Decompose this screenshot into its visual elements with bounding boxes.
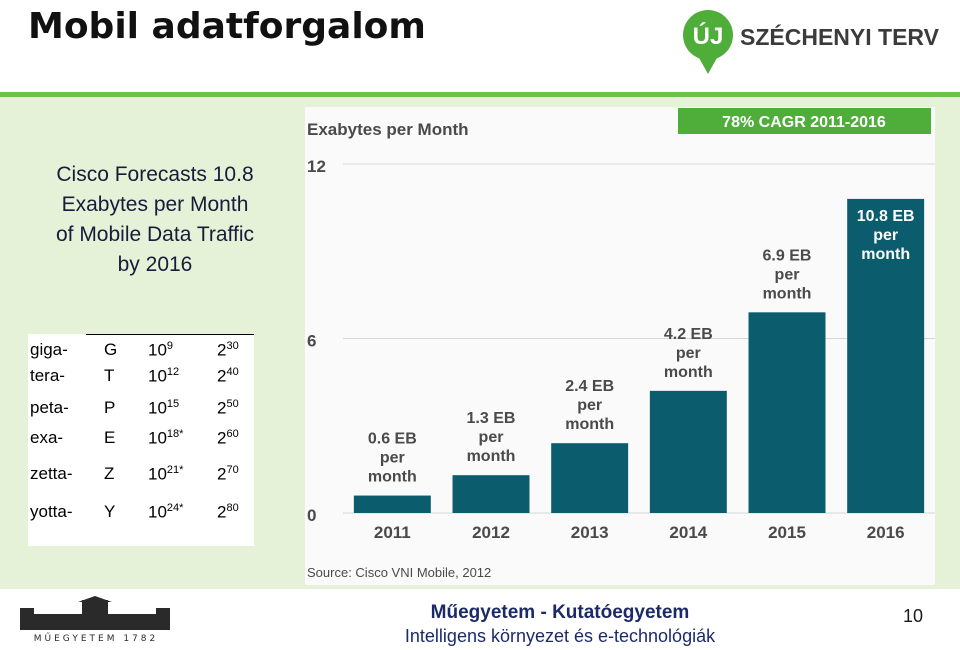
- university-logo: MŰEGYETEM 1782: [20, 596, 170, 644]
- university-logo-text: MŰEGYETEM 1782: [34, 633, 158, 644]
- building-tower: [82, 600, 108, 616]
- caption-line: by 2016: [117, 253, 193, 276]
- building-wing-right: [156, 608, 170, 616]
- chart-title: Exabytes per Month: [307, 120, 469, 139]
- bar-data-label: 2.4 EB: [565, 378, 614, 395]
- decimal-value: 1015: [148, 398, 180, 418]
- chart-source: Source: Cisco VNI Mobile, 2012: [307, 565, 491, 580]
- bar-data-label: month: [861, 246, 910, 263]
- caption-line: of Mobile Data Traffic: [55, 223, 255, 246]
- bar-data-label: month: [664, 364, 713, 381]
- bar-data-label: 4.2 EB: [664, 326, 713, 343]
- bar-data-label: per: [676, 345, 701, 362]
- binary-value: 230: [217, 340, 239, 360]
- decimal-value: 1018*: [148, 428, 184, 448]
- cagr-badge-text: 78% CAGR 2011-2016: [722, 114, 886, 131]
- logo-badge-text: ÚJ: [693, 22, 724, 50]
- caption-line: Cisco Forecasts 10.8: [56, 163, 254, 186]
- table-row: zetta- Z 1021* 270: [28, 464, 254, 488]
- y-tick-label: 0: [307, 506, 316, 525]
- szechenyi-terv-logo: ÚJ SZÉCHENYI TERV: [683, 10, 940, 74]
- prefix-name: yotta-: [30, 502, 73, 521]
- table-row: peta- P 1015 250: [28, 398, 254, 422]
- caption: Cisco Forecasts 10.8 Exabytes per Month …: [20, 160, 290, 280]
- decimal-value: 1012: [148, 366, 180, 386]
- bar-data-label: 0.6 EB: [368, 431, 417, 448]
- table-row: yotta- Y 1024* 280: [28, 502, 254, 526]
- bar-2015: [748, 312, 826, 513]
- logo-text: SZÉCHENYI TERV: [740, 23, 940, 50]
- binary-value: 280: [217, 502, 239, 522]
- decimal-value: 1024*: [148, 502, 184, 522]
- prefix-table: giga- G 109 230 tera- T 1012 240 peta- P…: [28, 334, 254, 546]
- bar-2014: [649, 390, 727, 513]
- y-tick-label: 12: [307, 157, 326, 176]
- prefix-symbol: P: [104, 398, 116, 417]
- page-number: 10: [903, 606, 924, 626]
- bar-data-label: month: [763, 285, 812, 302]
- binary-value: 250: [217, 398, 239, 418]
- bar-data-label: 1.3 EB: [467, 410, 516, 427]
- slide-title: Mobil adatforgalom: [28, 6, 426, 47]
- caption-line: Exabytes per Month: [61, 193, 249, 216]
- x-tick-label: 2016: [867, 523, 905, 542]
- bar-data-label: month: [467, 448, 516, 465]
- bar-data-label: 10.8 EB: [857, 208, 915, 225]
- binary-value: 260: [217, 428, 239, 448]
- bar-data-label: per: [380, 450, 405, 467]
- prefix-symbol: Z: [104, 464, 115, 483]
- bar-2011: [353, 495, 431, 513]
- logo-badge-circle: [683, 10, 733, 60]
- prefix-name: zetta-: [30, 464, 73, 483]
- prefix-symbol: T: [104, 366, 115, 385]
- mobile-traffic-bar-chart: Exabytes per Month 78% CAGR 2011-2016 0 6 12…: [305, 107, 935, 585]
- prefix-symbol: E: [104, 428, 116, 447]
- building-roof: [78, 596, 112, 602]
- x-tick-label: 2012: [472, 523, 510, 542]
- table-top-rule: [86, 334, 254, 335]
- bar-data-label: 6.9 EB: [763, 247, 812, 264]
- building-base: [20, 614, 170, 630]
- footer-line-1: Műegyetem - Kutatóegyetem: [430, 602, 690, 623]
- bar-data-label: month: [368, 469, 417, 486]
- bar-data-label: per: [873, 227, 898, 244]
- bar-2013: [551, 443, 629, 513]
- decimal-value: 1021*: [148, 464, 184, 484]
- bar-2016: [847, 198, 925, 513]
- x-tick-label: 2011: [374, 523, 411, 542]
- decimal-value: 109: [148, 340, 174, 360]
- footer-text: Műegyetem - Kutatóegyetem Intelligens kö…: [380, 602, 740, 647]
- logo-badge-pointer: [698, 56, 718, 74]
- header-divider: [0, 92, 960, 97]
- binary-value: 240: [217, 366, 239, 386]
- table-row: exa- E 1018* 260: [28, 428, 254, 452]
- table-row: giga- G 109 230: [28, 340, 254, 364]
- prefix-name: tera-: [30, 366, 65, 385]
- bar-data-label: month: [565, 416, 614, 433]
- prefix-symbol: Y: [104, 502, 116, 521]
- bar-data-label: per: [775, 266, 800, 283]
- bar-data-label: per: [577, 397, 602, 414]
- binary-value: 270: [217, 464, 239, 484]
- y-tick-label: 6: [307, 332, 316, 351]
- bar-2012: [452, 475, 530, 513]
- table-row: tera- T 1012 240: [28, 366, 254, 390]
- x-tick-label: 2015: [768, 523, 806, 542]
- prefix-name: giga-: [30, 340, 68, 359]
- bar-data-label: per: [479, 429, 504, 446]
- footer-line-2: Intelligens környezet és e-technológiák: [404, 626, 716, 646]
- prefix-symbol: G: [104, 340, 118, 359]
- building-wing-left: [20, 608, 34, 616]
- prefix-name: peta-: [30, 398, 69, 417]
- cagr-badge: [678, 108, 931, 134]
- x-tick-label: 2013: [571, 523, 609, 542]
- x-tick-label: 2014: [669, 523, 707, 542]
- prefix-name: exa-: [30, 428, 64, 447]
